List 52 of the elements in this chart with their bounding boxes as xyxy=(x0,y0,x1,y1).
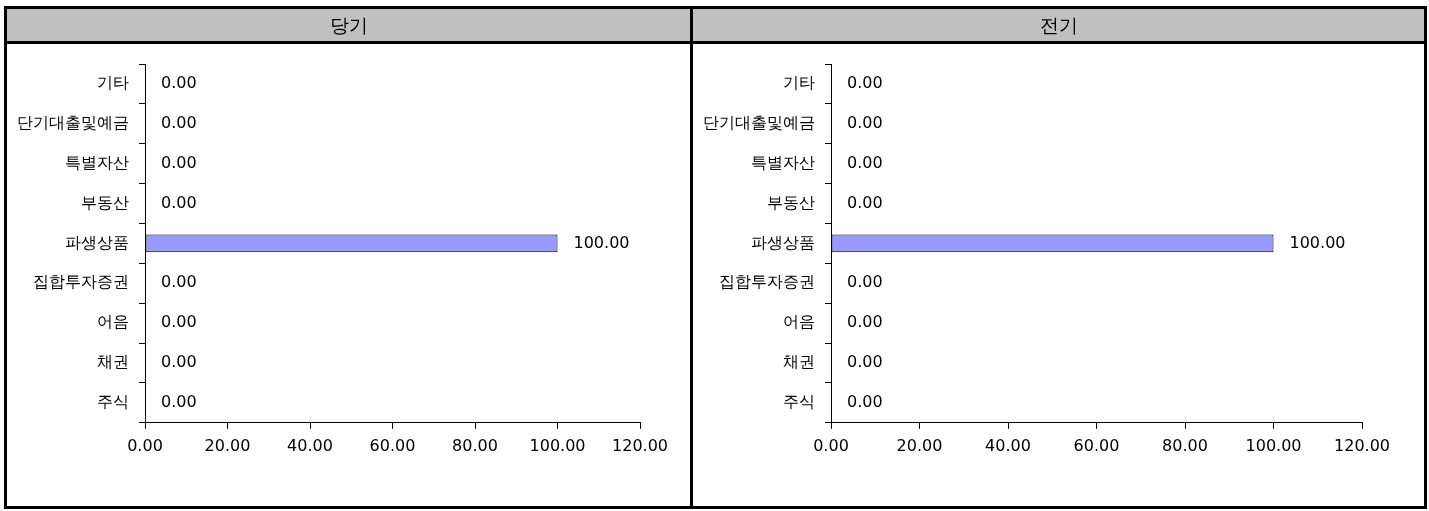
data-label: 100.00 xyxy=(573,232,630,252)
data-label: 0.00 xyxy=(161,312,197,332)
chart-title: 전기 xyxy=(693,9,1424,44)
data-label: 0.00 xyxy=(161,192,197,212)
x-tick-label: 80.00 xyxy=(1162,435,1208,455)
x-tick-label: 60.00 xyxy=(369,435,416,455)
y-tick-label: 파생상품 xyxy=(65,232,129,252)
data-label: 0.00 xyxy=(847,152,883,172)
x-tick-label: 0.00 xyxy=(813,435,849,455)
y-tick-label: 어음 xyxy=(97,312,129,332)
y-tick-label: 부동산 xyxy=(81,192,129,212)
x-tick-label: 0.00 xyxy=(127,435,163,455)
data-label: 0.00 xyxy=(161,152,197,172)
y-tick-label: 집합투자증권 xyxy=(33,272,129,292)
y-tick-label: 기타 xyxy=(97,73,129,93)
y-tick-label: 주식 xyxy=(97,392,129,412)
data-label: 0.00 xyxy=(847,73,883,93)
data-label: 0.00 xyxy=(847,112,883,132)
y-tick-label: 부동산 xyxy=(767,192,815,212)
data-label: 0.00 xyxy=(161,392,197,412)
data-label: 0.00 xyxy=(161,272,197,292)
y-tick-label: 채권 xyxy=(97,352,129,372)
x-tick-label: 100.00 xyxy=(529,435,586,455)
y-tick-label: 채권 xyxy=(783,352,815,372)
x-tick-label: 20.00 xyxy=(896,435,943,455)
data-label: 0.00 xyxy=(847,272,883,292)
y-tick-label: 기타 xyxy=(783,73,815,93)
data-label: 0.00 xyxy=(161,112,197,132)
data-label: 0.00 xyxy=(847,352,883,372)
x-tick-label: 20.00 xyxy=(204,435,251,455)
x-tick-label: 100.00 xyxy=(1245,435,1302,455)
y-tick-label: 단기대출및예금 xyxy=(703,112,815,132)
y-tick-label: 집합투자증권 xyxy=(719,272,815,292)
x-tick-label: 40.00 xyxy=(985,435,1031,455)
data-label: 0.00 xyxy=(161,352,197,372)
x-tick-label: 40.00 xyxy=(287,435,333,455)
y-tick-label: 파생상품 xyxy=(751,232,815,252)
data-label: 0.00 xyxy=(847,312,883,332)
data-label: 100.00 xyxy=(1289,232,1346,252)
chart-title: 당기 xyxy=(7,9,690,44)
data-label: 0.00 xyxy=(847,192,883,212)
x-tick-label: 80.00 xyxy=(452,435,498,455)
y-tick-label: 특별자산 xyxy=(65,152,129,172)
y-tick-label: 단기대출및예금 xyxy=(17,112,129,132)
data-label: 0.00 xyxy=(161,73,197,93)
x-tick-label: 120.00 xyxy=(1334,435,1390,455)
y-tick-label: 어음 xyxy=(783,312,815,332)
data-label: 0.00 xyxy=(847,392,883,412)
y-tick-label: 주식 xyxy=(783,392,815,412)
y-tick-label: 특별자산 xyxy=(751,152,815,172)
x-tick-label: 60.00 xyxy=(1073,435,1120,455)
x-tick-label: 120.00 xyxy=(612,435,668,455)
